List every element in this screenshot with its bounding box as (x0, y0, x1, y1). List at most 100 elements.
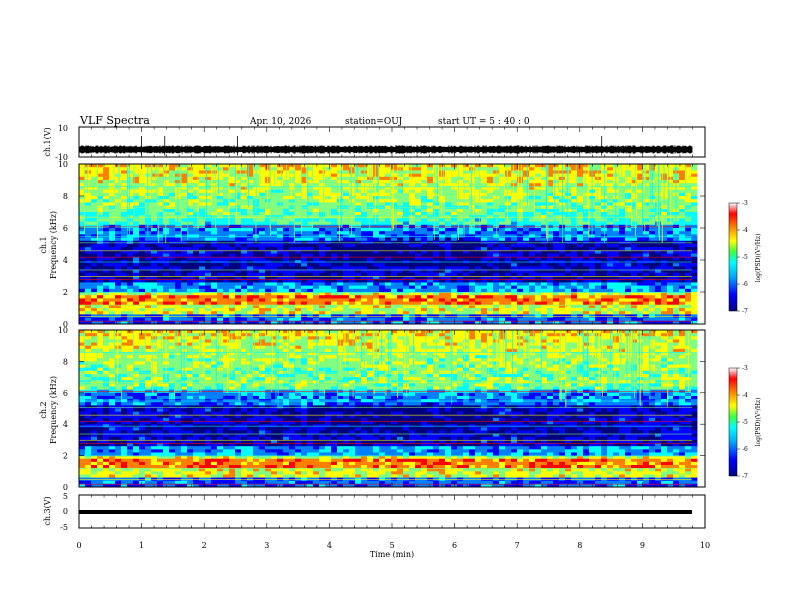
spectrogram-cell (571, 266, 578, 270)
spectrogram-cell (439, 228, 446, 232)
spectrogram-cell (481, 228, 488, 232)
spectrogram-cell (157, 304, 164, 309)
spectrogram-cell (145, 285, 152, 290)
spectrogram-cell (475, 288, 482, 293)
spectrogram-cell (223, 218, 230, 222)
spectrogram-cell (385, 192, 392, 197)
spectrogram-cell (115, 218, 122, 222)
spectrogram-cell (607, 167, 614, 171)
spectrogram-cell (175, 276, 182, 280)
spectrogram-cell (451, 272, 458, 277)
spectrogram-cell (145, 263, 152, 267)
spectrogram-cell (511, 304, 518, 309)
spectrogram-cell (469, 295, 476, 299)
spectrogram-cell (643, 208, 650, 213)
spectrogram-cell (325, 250, 332, 254)
spectrogram-cell (661, 202, 668, 206)
spectrogram-cell (643, 263, 650, 267)
spectrogram-cell (541, 256, 548, 261)
spectrogram-cell (475, 250, 482, 254)
spectrogram-cell (247, 247, 254, 251)
spectrogram-cell (307, 279, 314, 283)
spectrogram-cell (277, 186, 284, 190)
spectrogram-cell (163, 279, 170, 283)
spectrogram-cell (265, 192, 272, 197)
spectrogram-cell (391, 192, 398, 197)
spectrogram-cell (547, 269, 554, 274)
spectrogram-cell (199, 266, 206, 270)
spectrogram-cell (481, 221, 488, 226)
spectrogram-cell (349, 266, 356, 270)
spectrogram-cell (409, 186, 416, 190)
spectrogram-cell (103, 164, 110, 168)
spectrogram-cell (367, 228, 374, 232)
spectrogram-cell (313, 298, 320, 302)
spectrogram-cell (133, 212, 140, 216)
spectrogram-cell (349, 208, 356, 213)
spectrogram-cell (259, 221, 266, 226)
spectrogram-cell (553, 183, 560, 187)
spectrogram-cell (103, 276, 110, 280)
spectrogram-cell (625, 266, 632, 270)
spectrogram-cell (265, 304, 272, 309)
spectrogram-cell (139, 282, 146, 286)
spectrogram-cell (259, 301, 266, 306)
spectrogram-cell (115, 311, 122, 315)
spectrogram-cell (229, 192, 236, 197)
spectrogram-cell (529, 298, 536, 302)
spectrogram-cell (295, 250, 302, 254)
spectrogram-cell (217, 253, 224, 258)
spectrogram-cell (349, 308, 356, 312)
spectrogram-cell (97, 196, 104, 200)
spectrogram-cell (625, 189, 632, 194)
spectrogram-cell (577, 237, 584, 242)
spectrogram-cell (547, 301, 554, 306)
spectrogram-cell (619, 288, 626, 293)
spectrogram-cell (547, 189, 554, 194)
spectrogram-cell (109, 173, 116, 178)
spectrogram-cell (187, 196, 194, 200)
spectrogram-cell (241, 228, 248, 232)
spectrogram-cell (283, 208, 290, 213)
spectrogram-cell (169, 266, 176, 270)
spectrogram-cell (169, 212, 176, 216)
spectrogram-cell (511, 164, 518, 168)
spectrogram-cell (493, 164, 500, 168)
spectrogram-cell (157, 263, 164, 267)
spectrogram-cell (511, 301, 518, 306)
spectrogram-cell (367, 186, 374, 190)
spectrogram-cell (199, 202, 206, 206)
spectrogram-cell (451, 196, 458, 200)
spectrogram-cell (163, 308, 170, 312)
spectrogram-cell (421, 279, 428, 283)
spectrogram-cell (409, 298, 416, 302)
spectrogram-cell (559, 311, 566, 315)
spectrogram-cell (571, 180, 578, 184)
spectrogram-cell (469, 212, 476, 216)
spectrogram-cell (481, 256, 488, 261)
spectrogram-cell (355, 285, 362, 290)
spectrogram-cell (307, 253, 314, 258)
spectrogram-cell (409, 295, 416, 299)
spectrogram-cell (649, 276, 656, 280)
spectrogram-cell (211, 164, 218, 168)
spectrogram-cell (529, 199, 536, 203)
spectrogram-cell (433, 295, 440, 299)
spectrogram-cell (685, 186, 692, 190)
spectrogram-cell (571, 202, 578, 206)
spectrogram-cell (277, 253, 284, 258)
spectrogram-cell (487, 231, 494, 235)
spectrogram-cell (103, 228, 110, 232)
spectrogram-cell (499, 170, 506, 174)
spectrogram-cell (103, 282, 110, 286)
spectrogram-cell (409, 167, 416, 171)
spectrogram-cell (295, 304, 302, 309)
spectrogram-cell (445, 276, 452, 280)
spectrogram-cell (223, 301, 230, 306)
spectrogram-cell (397, 279, 404, 283)
spectrogram-cell (169, 180, 176, 184)
spectrogram-cell (685, 253, 692, 258)
spectrogram-cell (655, 279, 662, 283)
spectrogram-cell (559, 272, 566, 277)
spectrogram-cell (481, 311, 488, 315)
